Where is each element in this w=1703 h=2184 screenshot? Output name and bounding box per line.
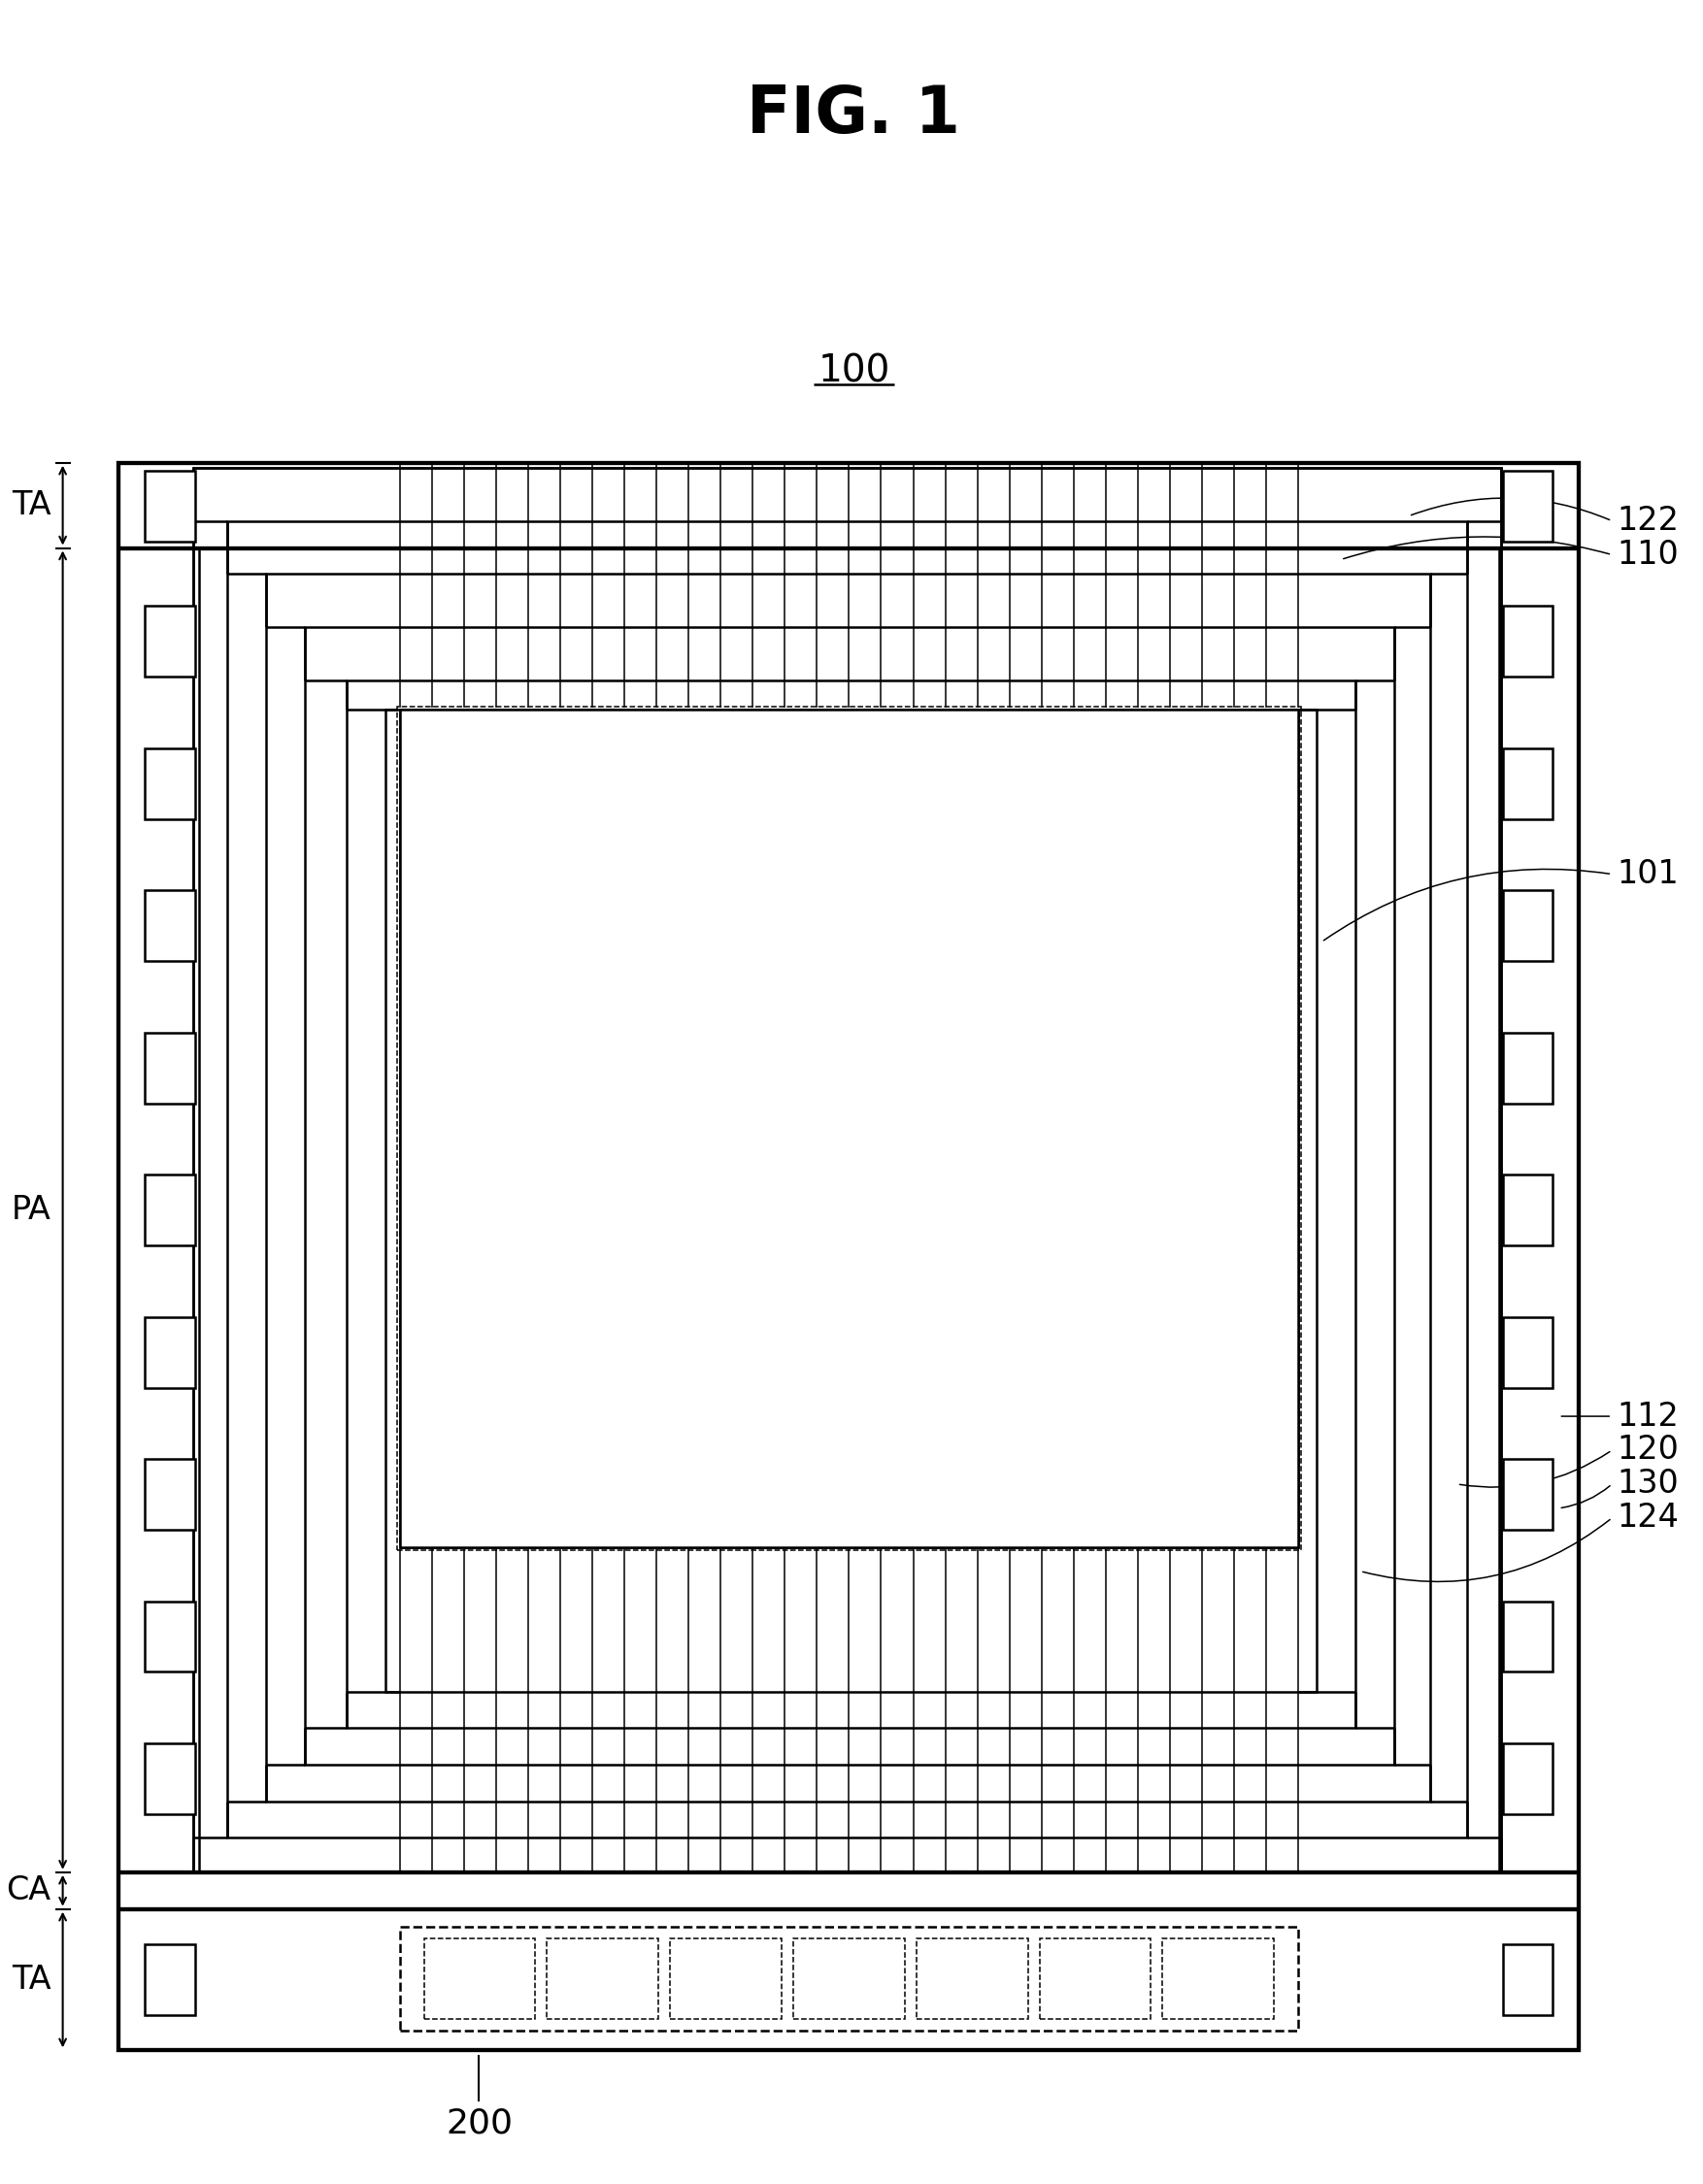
- Bar: [916, 1937, 1029, 2020]
- Bar: [1502, 1175, 1553, 1245]
- Bar: [145, 1601, 196, 1673]
- Bar: [145, 605, 196, 677]
- Bar: [145, 1033, 196, 1103]
- Bar: [1502, 891, 1553, 961]
- Bar: [305, 627, 1395, 1765]
- Bar: [1502, 1033, 1553, 1103]
- Bar: [399, 708, 1299, 1548]
- Bar: [1502, 1601, 1553, 1673]
- Text: 100: 100: [817, 352, 891, 389]
- Text: 200: 200: [446, 2105, 513, 2140]
- Bar: [266, 574, 1431, 1802]
- Bar: [1039, 1937, 1151, 2020]
- Bar: [145, 1944, 196, 2016]
- Text: FIG. 1: FIG. 1: [748, 83, 960, 146]
- Bar: [397, 708, 1301, 1551]
- Bar: [119, 463, 1579, 2051]
- Text: PA: PA: [12, 1195, 51, 1225]
- Bar: [119, 463, 1579, 2051]
- Bar: [145, 1175, 196, 1245]
- Bar: [669, 1937, 782, 2020]
- Bar: [145, 749, 196, 819]
- Text: 110: 110: [1616, 539, 1679, 570]
- Text: 130: 130: [1616, 1468, 1679, 1500]
- Bar: [1502, 1944, 1553, 2016]
- Bar: [194, 467, 1500, 1872]
- Bar: [1502, 1743, 1553, 1815]
- Bar: [145, 1743, 196, 1815]
- Text: TA: TA: [12, 1963, 51, 1996]
- Bar: [1502, 1317, 1553, 1387]
- Bar: [145, 1459, 196, 1529]
- Bar: [400, 710, 1298, 1546]
- Bar: [424, 1937, 535, 2020]
- Bar: [119, 463, 1579, 2051]
- Text: 120: 120: [1616, 1435, 1679, 1465]
- Bar: [1502, 1459, 1553, 1529]
- Text: 122: 122: [1616, 505, 1679, 537]
- Bar: [1502, 749, 1553, 819]
- Bar: [1502, 470, 1553, 542]
- Bar: [400, 710, 1298, 1546]
- Bar: [226, 520, 1466, 1837]
- Bar: [1502, 605, 1553, 677]
- Bar: [194, 467, 1500, 1872]
- Text: CA: CA: [7, 1874, 51, 1907]
- Bar: [1163, 1937, 1274, 2020]
- Bar: [547, 1937, 659, 2020]
- Bar: [400, 710, 1298, 1546]
- Bar: [145, 891, 196, 961]
- Text: TA: TA: [12, 489, 51, 522]
- Text: 124: 124: [1616, 1503, 1679, 1533]
- Bar: [794, 1937, 904, 2020]
- Bar: [346, 681, 1356, 1728]
- Bar: [400, 710, 1298, 1546]
- Bar: [385, 710, 1316, 1693]
- Bar: [400, 1926, 1298, 2031]
- Bar: [145, 470, 196, 542]
- Text: 101: 101: [1616, 858, 1679, 891]
- Bar: [145, 1317, 196, 1387]
- Text: 112: 112: [1616, 1400, 1679, 1433]
